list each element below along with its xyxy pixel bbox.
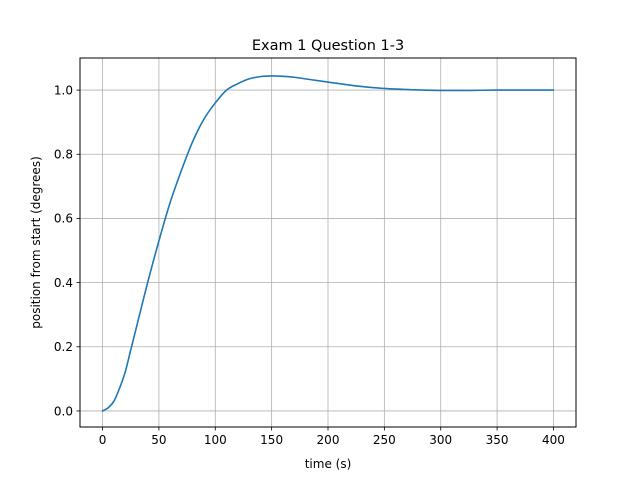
x-tick-label: 250: [373, 433, 396, 447]
y-axis-label: position from start (degrees): [29, 156, 43, 329]
grid: [80, 58, 576, 427]
x-tick-label: 100: [204, 433, 227, 447]
x-tick-label: 50: [151, 433, 166, 447]
x-tick-label: 350: [486, 433, 509, 447]
y-tick-label: 0.0: [54, 404, 73, 418]
y-tick-label: 0.2: [54, 340, 73, 354]
ticks: 0 50 100 150 200 250 300 350 400 0.0 0.2 0.4 0.6 0.8 1…: [54, 83, 565, 447]
y-tick-label: 0.4: [54, 276, 73, 290]
y-tick-label: 0.8: [54, 148, 73, 162]
x-tick-label: 300: [429, 433, 452, 447]
y-tick-label: 1.0: [54, 83, 73, 97]
series-layer: [101, 75, 555, 412]
x-tick-label: 400: [542, 433, 565, 447]
x-axis-label: time (s): [305, 457, 352, 471]
x-tick-label: 150: [260, 433, 283, 447]
y-tick-label: 0.6: [54, 212, 73, 226]
series-line-position: [101, 75, 555, 412]
x-tick-label: 200: [317, 433, 340, 447]
x-tick-label: 0: [99, 433, 107, 447]
chart-title: Exam 1 Question 1-3: [252, 38, 404, 54]
